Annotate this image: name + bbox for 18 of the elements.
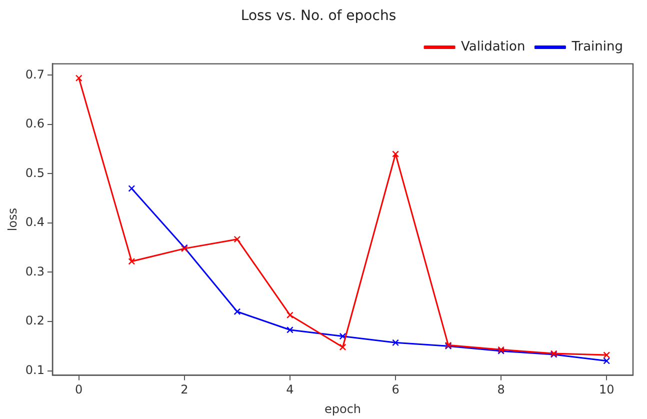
y-tick-label: 0.5 — [25, 166, 44, 180]
legend-label: Training — [570, 40, 623, 55]
y-axis-title: loss — [5, 208, 20, 232]
x-tick-label: 10 — [598, 382, 614, 397]
x-tick-label: 8 — [497, 382, 505, 397]
x-axis-title: epoch — [324, 402, 362, 416]
y-tick-label: 0.7 — [25, 67, 44, 82]
x-tick-label: 2 — [180, 382, 188, 397]
x-tick-label: 4 — [286, 382, 294, 397]
y-tick-label: 0.6 — [25, 116, 44, 131]
chart-title: Loss vs. No. of epochs — [240, 8, 396, 24]
y-tick-label: 0.1 — [25, 362, 44, 377]
legend-label: Validation — [461, 40, 526, 55]
x-tick-label: 6 — [392, 382, 400, 397]
x-tick-label: 0 — [75, 382, 83, 397]
y-tick-label: 0.3 — [25, 264, 44, 278]
y-tick-label: 0.4 — [25, 215, 44, 230]
y-tick-label: 0.2 — [25, 314, 44, 328]
